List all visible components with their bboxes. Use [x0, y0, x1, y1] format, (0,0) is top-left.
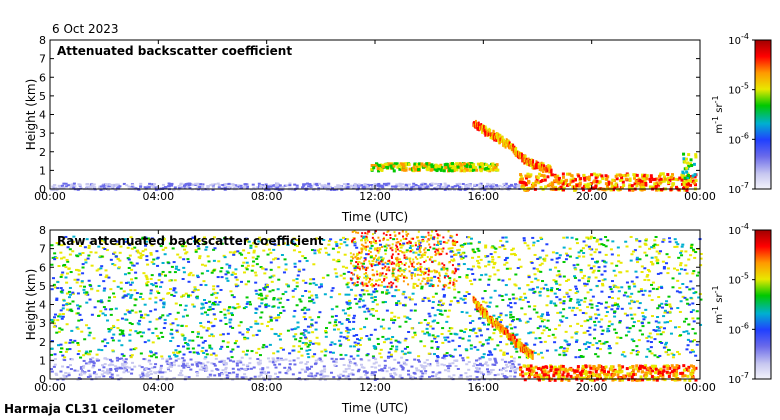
- x-axis-title: Time (UTC): [341, 401, 408, 415]
- y-tick-label: 5: [39, 90, 46, 103]
- feature-cloud-layer-low: [370, 162, 500, 173]
- panel-title: Attenuated backscatter coefficient: [57, 44, 292, 58]
- colorbar: [754, 39, 772, 190]
- x-tick-label: 00:00: [684, 190, 716, 203]
- y-tick-label: 4: [39, 299, 46, 312]
- feature-low-cloud-evening: [518, 364, 698, 382]
- colorbar-tick-label: 10-5: [728, 272, 749, 287]
- x-tick-label: 20:00: [576, 190, 608, 203]
- x-tick-label: 08:00: [251, 190, 283, 203]
- y-tick-label: 3: [39, 127, 46, 140]
- colorbar-tick-label: 10-7: [728, 181, 749, 196]
- y-tick-label: 1: [39, 354, 46, 367]
- panel-title: Raw attenuated backscatter coefficient: [57, 234, 324, 248]
- colorbar-tick-label: 10-5: [728, 82, 749, 97]
- feature-noon-noise-peak: [349, 230, 459, 288]
- y-tick-label: 1: [39, 164, 46, 177]
- x-tick-label: 20:00: [576, 381, 608, 394]
- y-tick-label: 2: [39, 146, 46, 159]
- y-tick-label: 6: [39, 71, 46, 84]
- colorbar-label: m-1 sr-1: [711, 285, 725, 323]
- heatmap-panel-1: Attenuated backscatter coefficient 0 1 2 3 4 5…: [24, 32, 772, 224]
- feature-late-cloud: [681, 152, 698, 184]
- x-tick-label: 00:00: [684, 381, 716, 394]
- colorbar-tick-label: 10-4: [728, 222, 749, 237]
- y-tick-label: 0: [39, 183, 46, 196]
- y-tick-label: 7: [39, 53, 46, 66]
- x-tick-label: 00:00: [34, 190, 66, 203]
- y-tick-label: 7: [39, 243, 46, 256]
- y-axis-title: Height (km): [24, 79, 38, 150]
- date-label: 6 Oct 2023: [52, 22, 119, 36]
- data-field: [50, 230, 703, 382]
- y-tick-label: 8: [39, 224, 46, 237]
- x-tick-label: 08:00: [251, 381, 283, 394]
- y-tick-label: 6: [39, 261, 46, 274]
- y-tick-label: 2: [39, 336, 46, 349]
- x-tick-label: 16:00: [467, 381, 499, 394]
- y-tick-label: 5: [39, 280, 46, 293]
- colorbar-tick-label: 10-6: [728, 321, 749, 336]
- x-tick-label: 12:00: [359, 381, 391, 394]
- instrument-label: Harmaja CL31 ceilometer: [4, 402, 175, 416]
- heatmap-panel-2: Raw attenuated backscatter coefficient 0 1…: [24, 222, 772, 415]
- x-tick-label: 00:00: [34, 381, 66, 394]
- x-axis-title: Time (UTC): [341, 210, 408, 224]
- colorbar: [754, 229, 772, 380]
- feature-low-cloud-evening: [518, 172, 698, 192]
- colorbar-tick-label: 10-7: [728, 371, 749, 386]
- y-axis-title: Height (km): [24, 269, 38, 340]
- colorbar-tick-label: 10-4: [728, 32, 749, 47]
- data-field: [50, 119, 698, 192]
- y-tick-label: 8: [39, 34, 46, 47]
- x-tick-label: 12:00: [359, 190, 391, 203]
- feature-descending-cloud: [472, 295, 534, 360]
- x-tick-label: 04:00: [142, 381, 174, 394]
- x-tick-label: 04:00: [142, 190, 174, 203]
- y-tick-label: 3: [39, 317, 46, 330]
- x-tick-label: 16:00: [467, 190, 499, 203]
- feature-surface-layer: [50, 356, 521, 381]
- y-tick-label: 0: [39, 373, 46, 386]
- y-tick-label: 4: [39, 109, 46, 122]
- colorbar-label: m-1 sr-1: [711, 95, 725, 133]
- feature-noise-field: [50, 235, 703, 359]
- colorbar-tick-label: 10-6: [728, 131, 749, 146]
- feature-descending-cloud: [472, 119, 553, 177]
